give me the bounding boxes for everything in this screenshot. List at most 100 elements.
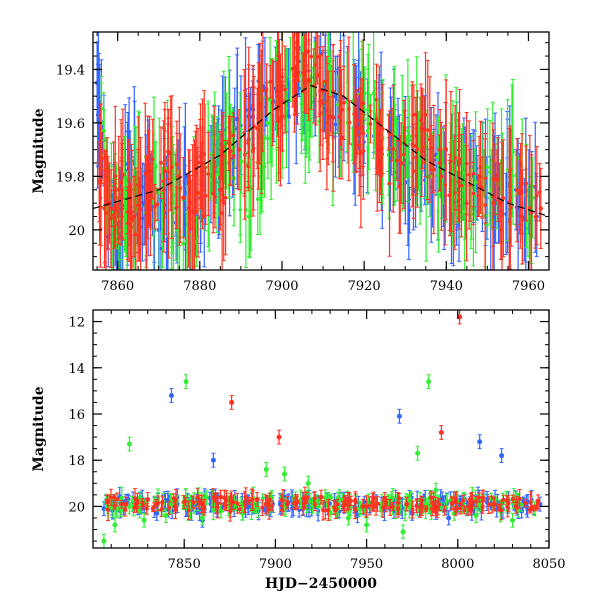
data-point [105, 499, 111, 505]
data-point [364, 522, 370, 528]
x-tick-label: 8050 [532, 557, 565, 572]
data-point [419, 126, 424, 131]
y-tick-label: 20 [68, 224, 85, 239]
data-point [469, 499, 475, 505]
x-tick-label: 7960 [512, 279, 545, 294]
data-point [275, 93, 281, 99]
chart-bottom: 7850 7900 7950 8000 8050 12 14 16 18 20 Magnitude H… [31, 309, 566, 592]
x-axis: 7860 7880 7900 7920 7940 7960 [96, 32, 550, 294]
data-point [145, 496, 151, 502]
data-point [162, 168, 168, 174]
x-tick-label: 7880 [183, 279, 216, 294]
data-point [181, 195, 186, 200]
data-point [126, 441, 132, 447]
x-tick-label: 7950 [350, 557, 383, 572]
x-tick-label: 7850 [168, 557, 201, 572]
x-tick-label: 7860 [101, 279, 134, 294]
data-point [246, 214, 252, 219]
data-point [429, 506, 435, 512]
model-curve [93, 84, 549, 218]
x-tick-label: 7900 [259, 557, 292, 572]
data-point [123, 501, 129, 507]
data-point [119, 195, 124, 200]
series-3 [105, 310, 541, 522]
data-point [152, 179, 157, 184]
data-point [218, 187, 223, 192]
y-axis-title: Magnitude [31, 386, 47, 471]
data-point [535, 499, 541, 505]
data-point [404, 501, 410, 507]
data-point [172, 503, 178, 509]
y-tick-label: 14 [68, 362, 85, 377]
data-point [305, 480, 311, 486]
data-point [154, 510, 160, 516]
plot-area [101, 310, 543, 548]
data-point [218, 494, 224, 500]
data-point [229, 399, 235, 405]
data-point [131, 214, 137, 219]
data-point [254, 496, 260, 502]
plot-frame [92, 309, 550, 549]
data-point [398, 160, 404, 166]
data-point [357, 126, 363, 131]
x-axis: 7850 7900 7950 8000 8050 [92, 310, 566, 572]
y-axis: 19.4 19.6 19.8 20 [56, 42, 549, 271]
data-point [276, 434, 282, 440]
data-point [333, 93, 338, 99]
data-point [96, 179, 102, 184]
data-point [366, 107, 371, 112]
x-tick-label: 7940 [430, 279, 463, 294]
data-point [499, 453, 505, 459]
y-tick-label: 19.4 [56, 63, 85, 78]
y-tick-label: 19.8 [56, 170, 85, 185]
y-tick-label: 18 [68, 454, 85, 469]
data-point [497, 200, 502, 206]
y-tick-label: 20 [68, 500, 85, 515]
data-point [360, 503, 366, 509]
data-point [199, 515, 205, 521]
data-point [378, 147, 383, 152]
chart-top: 7860 7880 7900 7920 7940 7960 19.4 19.6 19.8 20 Ma… [31, 31, 550, 294]
data-point [433, 487, 439, 493]
data-point [407, 134, 412, 139]
x-tick-label: 8000 [441, 557, 474, 572]
data-point [112, 522, 118, 528]
x-axis-title: HJD−2450000 [265, 576, 377, 592]
data-point [210, 457, 216, 463]
data-point [240, 510, 246, 516]
data-point [292, 72, 297, 77]
data-point [510, 517, 516, 523]
y-tick-label: 19.6 [56, 117, 85, 132]
y-axis-title: Magnitude [31, 108, 47, 193]
data-point [141, 517, 147, 523]
data-point [438, 429, 444, 435]
data-point [456, 179, 461, 184]
data-point [101, 538, 107, 544]
data-point [294, 499, 300, 505]
data-point [396, 413, 402, 419]
data-point [318, 494, 324, 500]
plot-area [93, 32, 549, 270]
data-point [146, 184, 151, 190]
data-point [265, 120, 270, 126]
data-point [386, 152, 391, 158]
data-point [477, 439, 483, 445]
data-point [476, 174, 482, 179]
data-point [491, 501, 497, 507]
data-point [437, 147, 443, 152]
data-point [382, 496, 388, 502]
data-point [168, 392, 174, 398]
data-point [345, 515, 351, 521]
plot-frame [92, 31, 550, 271]
data-point [446, 515, 452, 521]
data-point [94, 80, 100, 86]
data-point [306, 77, 311, 83]
data-point [199, 179, 205, 184]
x-tick-label: 7920 [348, 279, 381, 294]
data-point [426, 379, 432, 385]
data-point [263, 466, 269, 472]
y-tick-label: 12 [68, 316, 85, 331]
data-point [518, 187, 523, 192]
data-point [183, 379, 189, 385]
x-tick-label: 7900 [265, 279, 298, 294]
